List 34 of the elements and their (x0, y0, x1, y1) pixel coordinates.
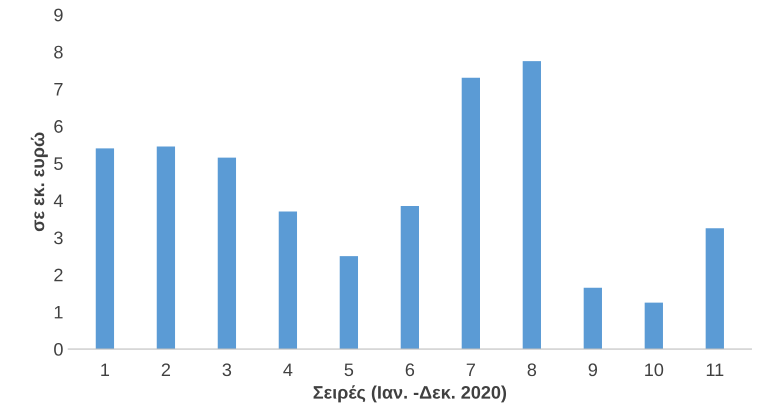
bar (278, 212, 298, 350)
bar (340, 256, 358, 350)
y-tick-label: 5 (54, 157, 63, 170)
bar (218, 158, 236, 350)
y-tick-label: 2 (54, 268, 63, 282)
y-axis-title: σε εκ. ευρώ (30, 132, 48, 232)
bar (462, 78, 480, 350)
y-tick-label: 1 (54, 306, 63, 318)
y-tick-label: 9 (54, 8, 63, 22)
y-tick-label: 7 (54, 83, 63, 96)
bar (156, 146, 176, 350)
y-tick-label: 6 (54, 120, 63, 133)
bar (522, 61, 541, 350)
x-tick-label: 2 (162, 363, 170, 376)
bar (96, 148, 114, 350)
x-tick-label: 10 (645, 363, 664, 376)
y-tick-label: 0 (54, 342, 63, 356)
x-tick-label: 4 (283, 364, 292, 376)
bar (584, 288, 602, 350)
x-tick-label: 8 (528, 363, 536, 376)
y-tick-label: 8 (54, 46, 63, 59)
bar (706, 228, 724, 350)
x-tick-label: 6 (406, 363, 414, 376)
x-tick-label: 5 (344, 364, 354, 376)
bar (644, 302, 663, 350)
x-tick-label: 11 (706, 364, 724, 376)
bar (400, 206, 420, 350)
x-axis-title: Σειρές (Ιαν. -Δεκ. 2020) (314, 385, 506, 402)
y-tick-label: 4 (54, 194, 63, 207)
x-tick-label: 1 (101, 364, 110, 376)
x-tick-label: 3 (222, 363, 232, 376)
x-tick-label: 9 (588, 363, 597, 376)
x-tick-label: 7 (466, 364, 475, 376)
y-tick-label: 3 (54, 232, 63, 244)
